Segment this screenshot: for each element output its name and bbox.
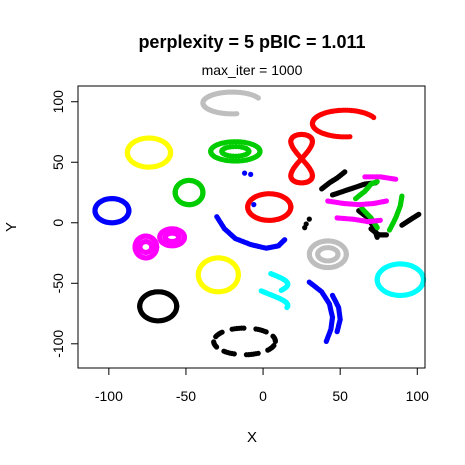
y-tick-label: 50 [50, 154, 66, 170]
data-point [126, 208, 132, 214]
cluster [353, 179, 380, 202]
data-point [174, 303, 180, 309]
data-point [393, 176, 399, 182]
cluster [172, 177, 206, 208]
data-point [306, 216, 312, 222]
cluster [368, 226, 389, 238]
cluster [214, 214, 288, 251]
data-point [229, 326, 235, 332]
x-tick-label: 0 [259, 388, 267, 404]
data-point [255, 350, 261, 356]
cluster [399, 211, 422, 228]
data-point [214, 344, 220, 350]
x-axis: -100 -50 0 50 100 [95, 367, 430, 404]
data-layer [92, 89, 427, 358]
x-axis-label: X [247, 429, 257, 446]
data-point [257, 148, 263, 154]
data-point [399, 193, 405, 199]
data-point [271, 342, 277, 349]
cluster [132, 233, 160, 261]
x-tick-label: 50 [332, 388, 348, 404]
cluster [137, 289, 180, 324]
data-point [149, 244, 155, 250]
data-point [246, 148, 252, 154]
data-point [347, 134, 353, 140]
data-point [167, 150, 174, 156]
cluster [200, 89, 261, 117]
data-point [282, 237, 288, 243]
y-tick-label: 100 [50, 90, 66, 114]
data-point [323, 338, 329, 344]
data-point [343, 251, 349, 257]
cluster [242, 170, 257, 208]
y-tick-label: -100 [50, 330, 66, 358]
cluster [208, 139, 263, 164]
data-point [176, 234, 182, 240]
data-point [181, 234, 187, 240]
data-point [383, 198, 389, 204]
data-point [284, 304, 290, 311]
data-point [383, 232, 389, 238]
chart-title: perplexity = 5 pBIC = 1.011 [138, 32, 365, 52]
y-tick-label: 0 [50, 219, 66, 227]
cluster [334, 215, 383, 225]
cluster [386, 193, 405, 233]
data-point [251, 202, 257, 208]
cluster [306, 238, 349, 271]
x-tick-label: -50 [176, 388, 196, 404]
y-axis-label: Y [3, 222, 20, 232]
chart-subtitle: max_iter = 1000 [202, 62, 303, 78]
x-tick-label: 100 [406, 388, 430, 404]
cluster [211, 325, 278, 358]
data-point [416, 211, 422, 217]
data-point [200, 189, 206, 196]
cluster [92, 196, 132, 226]
data-point [248, 171, 254, 177]
cluster [288, 131, 315, 186]
cluster [157, 226, 187, 249]
cluster [306, 279, 336, 344]
data-point [374, 225, 380, 231]
cluster [195, 255, 241, 295]
data-point [334, 329, 340, 335]
data-point [297, 157, 303, 163]
data-point [374, 179, 380, 185]
data-point [213, 334, 219, 340]
cluster [325, 198, 389, 208]
cluster [245, 191, 294, 223]
data-point [377, 217, 383, 223]
data-point [302, 225, 308, 231]
data-point [342, 169, 348, 175]
data-point [242, 170, 248, 176]
cluster [302, 216, 312, 231]
data-point [234, 111, 240, 117]
cluster [374, 261, 427, 298]
cluster [359, 205, 380, 231]
data-point [235, 272, 241, 278]
data-point [154, 244, 160, 250]
cluster [329, 292, 343, 335]
cluster [309, 107, 377, 140]
cluster [258, 271, 291, 311]
data-point [335, 251, 341, 257]
cluster [362, 174, 399, 182]
data-point [231, 351, 237, 357]
data-point [270, 333, 276, 339]
cluster [319, 169, 348, 192]
y-tick-label: -50 [50, 273, 66, 293]
data-point [288, 204, 294, 210]
data-point [278, 287, 284, 293]
x-tick-label: -100 [95, 388, 123, 404]
data-point [253, 326, 259, 332]
y-axis: -100 -50 0 50 100 [50, 90, 79, 358]
cluster [124, 135, 174, 170]
